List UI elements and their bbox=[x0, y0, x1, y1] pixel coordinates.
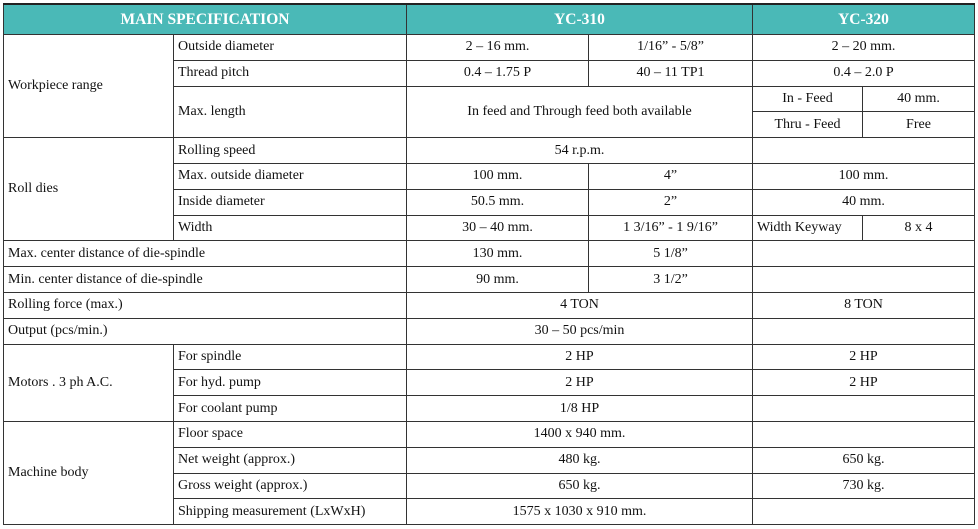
spec-value-cell: 2 HP bbox=[752, 343, 975, 371]
spec-value-cell: 2 HP bbox=[406, 343, 753, 371]
spec-value-cell: In - Feed bbox=[752, 85, 863, 113]
spec-value-cell: 4 TON bbox=[406, 291, 753, 319]
spec-label-cell: Shipping measurement (LxWxH) bbox=[173, 498, 407, 526]
spec-label-cell: Output (pcs/min.) bbox=[3, 317, 407, 345]
spec-value-cell: 2 – 20 mm. bbox=[752, 34, 975, 61]
table-row: Workpiece range Outside diameter 2 – 16 mm… bbox=[3, 33, 975, 139]
spec-label-cell: Outside diameter bbox=[173, 34, 407, 61]
table-row: Output (pcs/min.) 30 – 50 pcs/min bbox=[3, 317, 975, 345]
spec-label-cell: Gross weight (approx.) bbox=[173, 472, 407, 500]
table-row: Motors . 3 ph A.C. For spindle 2 HP 2 HP bbox=[3, 343, 975, 422]
table-row: For coolant pump 1/8 HP bbox=[4, 395, 975, 422]
spec-value-cell: 30 – 40 mm. bbox=[406, 214, 589, 242]
spec-value-cell: 1575 x 1030 x 910 mm. bbox=[406, 498, 753, 526]
spec-value-cell bbox=[752, 420, 975, 448]
table-row: Thread pitch 0.4 – 1.75 P 40 – 11 TP1 0.4 –… bbox=[4, 59, 975, 87]
specification-table: MAIN SPECIFICATION YC-310 YC-320 Workpie… bbox=[3, 3, 975, 526]
spec-value-cell: 40 mm. bbox=[752, 188, 975, 216]
table-row: Width 30 – 40 mm. 1 3/16” - 1 9/16” Width K… bbox=[4, 214, 975, 242]
spec-value-cell: 100 mm. bbox=[752, 162, 975, 190]
spec-label-cell: For spindle bbox=[173, 343, 407, 371]
spec-value-cell: 90 mm. bbox=[406, 266, 589, 293]
spec-value-cell bbox=[752, 266, 975, 293]
spec-label-cell: Workpiece range bbox=[3, 33, 174, 139]
spec-value-cell: 650 kg. bbox=[752, 446, 975, 474]
spec-value-cell bbox=[752, 498, 975, 526]
spec-label-cell: Max. center distance of die-spindle bbox=[3, 240, 407, 268]
spec-label-cell: Rolling speed bbox=[173, 137, 407, 164]
spec-value-cell: 3 1/2” bbox=[588, 266, 753, 293]
table-row: Max. length In feed and Through feed both… bbox=[4, 85, 975, 139]
spec-value-cell: 650 kg. bbox=[406, 472, 753, 500]
spec-value-cell: 0.4 – 2.0 P bbox=[752, 59, 975, 87]
table-row: Shipping measurement (LxWxH) 1575 x 1030 … bbox=[4, 498, 975, 526]
spec-label-cell: Width bbox=[173, 214, 407, 242]
spec-value-cell: 30 – 50 pcs/min bbox=[406, 317, 753, 345]
spec-value-cell: 2 HP bbox=[406, 369, 753, 397]
spec-label-cell: Motors . 3 ph A.C. bbox=[3, 343, 174, 422]
spec-value-cell: 1 3/16” - 1 9/16” bbox=[588, 214, 753, 242]
spec-value-cell: 5 1/8” bbox=[588, 240, 753, 268]
spec-value-cell: 130 mm. bbox=[406, 240, 589, 268]
spec-label-cell: Floor space bbox=[173, 420, 407, 448]
table-row: Thru - Feed Free bbox=[4, 111, 975, 139]
spec-label-cell: Width Keyway bbox=[752, 214, 863, 242]
spec-value-cell bbox=[752, 317, 975, 345]
spec-value-cell: In feed and Through feed both available bbox=[406, 85, 753, 139]
header-row: MAIN SPECIFICATION YC-310 YC-320 bbox=[3, 3, 975, 35]
spec-value-cell: 40 mm. bbox=[862, 85, 975, 113]
spec-label-cell: Max. length bbox=[173, 85, 407, 139]
spec-value-cell: 4” bbox=[588, 162, 753, 190]
header-yc-320: YC-320 bbox=[752, 3, 975, 35]
spec-label-cell: Roll dies bbox=[3, 137, 174, 242]
table-row: Machine body Floor space 1400 x 940 mm. bbox=[3, 420, 975, 526]
spec-body: Workpiece range Outside diameter 2 – 16 mm… bbox=[3, 33, 975, 526]
spec-value-cell: 0.4 – 1.75 P bbox=[406, 59, 589, 87]
spec-label-cell: Max. outside diameter bbox=[173, 162, 407, 190]
header-yc-310: YC-310 bbox=[406, 3, 753, 35]
spec-label-cell: Min. center distance of die-spindle bbox=[3, 266, 407, 293]
spec-value-cell: 40 – 11 TP1 bbox=[588, 59, 753, 87]
spec-label-cell: Inside diameter bbox=[173, 188, 407, 216]
header-main-specification: MAIN SPECIFICATION bbox=[3, 3, 407, 35]
spec-value-cell: 50.5 mm. bbox=[406, 188, 589, 216]
spec-label-cell: For hyd. pump bbox=[173, 369, 407, 397]
spec-label-cell: For coolant pump bbox=[173, 395, 407, 422]
spec-value-cell: 1/8 HP bbox=[406, 395, 753, 422]
spec-label-cell: Rolling force (max.) bbox=[3, 291, 407, 319]
spec-value-cell bbox=[752, 240, 975, 268]
table-row: Roll dies Rolling speed 54 r.p.m. bbox=[3, 137, 975, 242]
table-row: Max. outside diameter 100 mm. 4” 100 mm. bbox=[4, 162, 975, 190]
spec-value-cell bbox=[752, 395, 975, 422]
spec-label-cell: Thread pitch bbox=[173, 59, 407, 87]
spec-value-cell: Thru - Feed bbox=[752, 111, 863, 139]
table-row: Gross weight (approx.) 650 kg. 730 kg. bbox=[4, 472, 975, 500]
spec-value-cell: 480 kg. bbox=[406, 446, 753, 474]
spec-label-cell: Net weight (approx.) bbox=[173, 446, 407, 474]
spec-value-cell: 2 HP bbox=[752, 369, 975, 397]
table-row: Net weight (approx.) 480 kg. 650 kg. bbox=[4, 446, 975, 474]
spec-value-cell: 2” bbox=[588, 188, 753, 216]
spec-label-cell: Machine body bbox=[3, 420, 174, 526]
spec-value-cell: 1400 x 940 mm. bbox=[406, 420, 753, 448]
spec-value-cell: 1/16” - 5/8” bbox=[588, 34, 753, 61]
spec-value-cell: 730 kg. bbox=[752, 472, 975, 500]
table-row: Rolling force (max.) 4 TON 8 TON bbox=[3, 291, 975, 319]
table-row: Inside diameter 50.5 mm. 2” 40 mm. bbox=[4, 188, 975, 216]
table-row: For hyd. pump 2 HP 2 HP bbox=[4, 369, 975, 397]
spec-value-cell: 2 – 16 mm. bbox=[406, 34, 589, 61]
spec-value-cell: 8 x 4 bbox=[862, 214, 975, 242]
table-row: Max. center distance of die-spindle 130 m… bbox=[3, 240, 975, 268]
spec-value-cell: Free bbox=[862, 111, 975, 139]
spec-value-cell: 100 mm. bbox=[406, 162, 589, 190]
spec-value-cell: 54 r.p.m. bbox=[406, 137, 753, 164]
table-row: Min. center distance of die-spindle 90 mm… bbox=[3, 266, 975, 293]
spec-value-cell bbox=[752, 137, 975, 164]
spec-value-cell: 8 TON bbox=[752, 291, 975, 319]
